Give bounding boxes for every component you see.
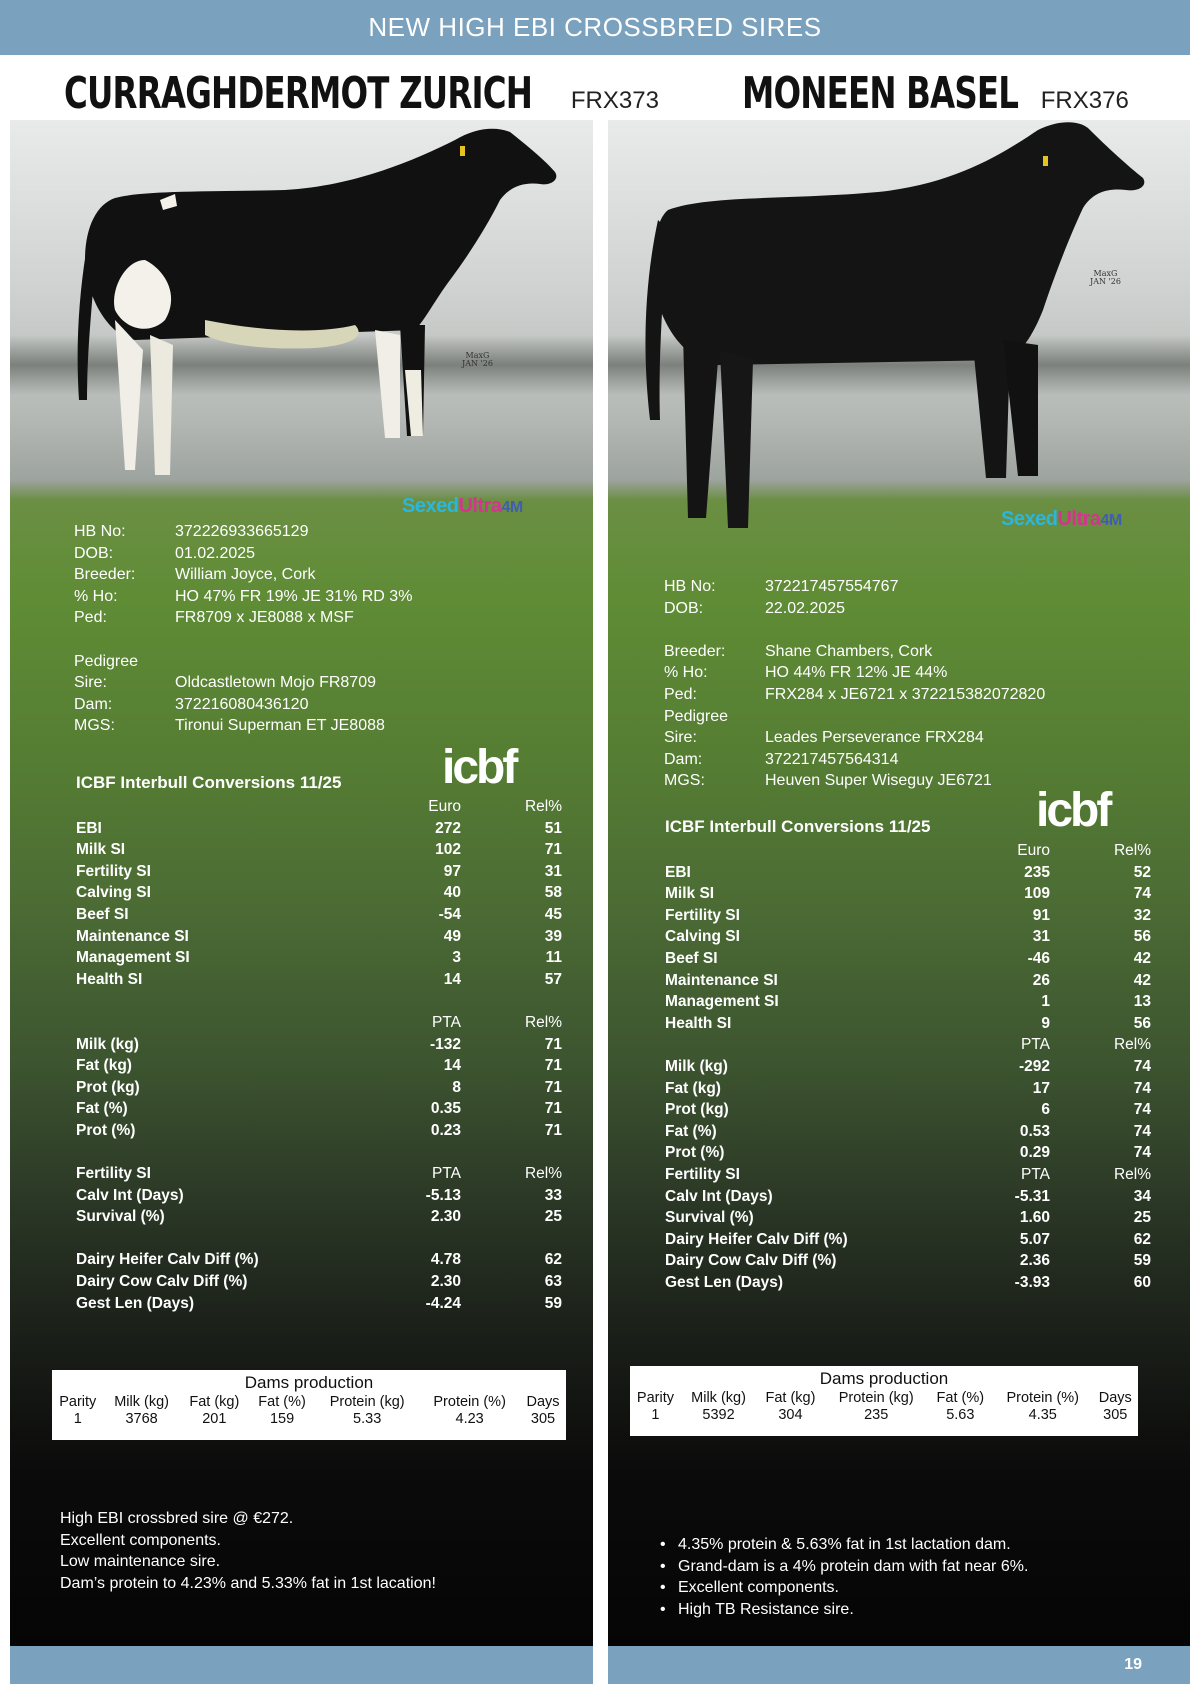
stat-row: Milk SI 102 71 (76, 841, 562, 859)
icbf-stats: ICBF Interbull Conversions 11/25 Euro Rel… (76, 769, 562, 1314)
note-item: High TB Resistance sire. (658, 1599, 1028, 1621)
photographer-mark: MaxG JAN '26 (1090, 269, 1121, 286)
stat-row: Fat (kg) 14 71 (76, 1057, 562, 1075)
stat-row: Survival (%) 1.60 25 (665, 1209, 1151, 1227)
stat-row: EBI 235 52 (665, 863, 1151, 881)
info-row: HB No: 372226933665129 (74, 523, 309, 540)
dams-production-table: Dams production Parity Milk (kg) Fat (kg) P… (630, 1366, 1138, 1436)
note-item: Grand-dam is a 4% protein dam with fat n… (658, 1556, 1028, 1578)
stat-row: Calv Int (Days) -5.13 33 (76, 1186, 562, 1204)
pedigree-row: Sire: Leades Perseverance FRX284 (664, 729, 984, 747)
stat-row: Gest Len (Days) -4.24 59 (76, 1294, 562, 1312)
sire-title-left: CURRAGHDERMOT ZURICH FRX373 (64, 68, 659, 119)
info-row: HB No: 372217457554767 (664, 578, 899, 595)
stat-row: Fat (%) 0.53 74 (665, 1122, 1151, 1140)
icbf-logo: icbf (1036, 784, 1112, 837)
info-row: DOB: 22.02.2025 (664, 599, 846, 617)
stat-row: Fat (%) 0.35 71 (76, 1100, 562, 1118)
pedigree-row: MGS: Heuven Super Wiseguy JE6721 (664, 772, 992, 790)
sexed-ultra-logo: SexedUltra4M (402, 495, 523, 517)
info-row: DOB: 01.02.2025 (74, 544, 256, 562)
stat-row: Calving SI 40 58 (76, 884, 562, 902)
sexed-ultra-logo: SexedUltra4M (1001, 508, 1122, 530)
photographer-mark: MaxG JAN '26 (462, 351, 493, 368)
stat-row: Milk SI 109 74 (665, 885, 1151, 903)
pedigree-row: Dam: 372217457564314 (664, 750, 899, 768)
stat-row: Prot (kg) 8 71 (76, 1078, 562, 1096)
cow-photo-basel (645, 122, 1145, 528)
sire-panel-right: MaxG JAN '26 SexedUltra4M HB No: 372217457… (608, 120, 1190, 1646)
conversions-title: ICBF Interbull Conversions 11/25 (665, 817, 931, 836)
footer-band-left (10, 1646, 593, 1684)
pedigree-row: Dam: 372216080436120 (74, 695, 309, 713)
sire-code: FRX376 (1040, 87, 1129, 114)
page-number: 19 (1124, 1656, 1142, 1673)
conversions-title: ICBF Interbull Conversions 11/25 (76, 773, 342, 792)
sire-name: MONEEN BASEL (742, 68, 1019, 119)
stat-row: Maintenance SI 26 42 (665, 971, 1151, 989)
stat-row: Dairy Cow Calv Diff (%) 2.30 63 (76, 1273, 562, 1291)
sire-panel-left: MaxG JAN '26 SexedUltra4M HB No: 372226933… (10, 120, 593, 1646)
stat-row: Prot (%) 0.29 74 (665, 1144, 1151, 1162)
stat-row: Survival (%) 2.30 25 (76, 1208, 562, 1226)
animal-info: HB No: 372217457554767 DOB: 22.02.2025 Bre… (664, 576, 1045, 792)
info-row: Ped: FRX284 x JE6721 x 372215382072820 (664, 685, 1046, 703)
info-row: % Ho: HO 47% FR 19% JE 31% RD 3% (74, 587, 413, 605)
stat-row: Management SI 3 11 (76, 949, 562, 967)
stat-row: Calving SI 31 56 (665, 928, 1151, 946)
stat-row: Beef SI -46 42 (665, 949, 1151, 967)
stat-row: Health SI 14 57 (76, 970, 562, 988)
info-row: % Ho: HO 44% FR 12% JE 44% (664, 664, 948, 682)
stat-row: Maintenance SI 49 39 (76, 927, 562, 945)
stat-row: EBI 272 51 (76, 819, 562, 837)
stat-row: Prot (kg) 6 74 (665, 1101, 1151, 1119)
stat-row: Gest Len (Days) -3.93 60 (665, 1273, 1151, 1291)
stat-row: Health SI 9 56 (665, 1014, 1151, 1032)
sire-code: FRX373 (570, 87, 659, 114)
page-banner: NEW HIGH EBI CROSSBRED SIRES (0, 0, 1190, 55)
info-row: Breeder: Shane Chambers, Cork (664, 642, 933, 660)
sire-notes: 4.35% protein & 5.63% fat in 1st lactati… (658, 1534, 1028, 1620)
note-item: 4.35% protein & 5.63% fat in 1st lactati… (658, 1534, 1028, 1556)
stat-row: Fat (kg) 17 74 (665, 1079, 1151, 1097)
dams-production-table: Dams production Parity Milk (kg) Fat (kg) F… (52, 1370, 566, 1440)
stat-row: Fertility SI 97 31 (76, 862, 562, 880)
note-item: Excellent components. (658, 1577, 1028, 1599)
stat-row: Calv Int (Days) -5.31 34 (665, 1187, 1151, 1205)
stat-row: Dairy Cow Calv Diff (%) 2.36 59 (665, 1252, 1151, 1270)
pedigree-row: Sire: Oldcastletown Mojo FR8709 (74, 674, 376, 692)
stat-row: Milk (kg) -292 74 (665, 1057, 1151, 1075)
stat-row: Milk (kg) -132 71 (76, 1035, 562, 1053)
sire-name: CURRAGHDERMOT ZURICH (64, 68, 533, 119)
icbf-stats: ICBF Interbull Conversions 11/25 Euro Rel… (665, 813, 1151, 1293)
icbf-logo: icbf (442, 741, 518, 794)
stat-row: Management SI 1 13 (665, 993, 1151, 1011)
pedigree-label: Pedigree (74, 652, 139, 670)
stat-row: Beef SI -54 45 (76, 905, 562, 923)
stat-row: Prot (%) 0.23 71 (76, 1121, 562, 1139)
cow-photo-zurich (77, 128, 557, 475)
sire-title-right: MONEEN BASEL FRX376 (742, 68, 1129, 119)
stat-row: Dairy Heifer Calv Diff (%) 4.78 62 (76, 1251, 562, 1269)
stat-row: Fertility SI 91 32 (665, 906, 1151, 924)
pedigree-label: Pedigree (664, 707, 729, 725)
info-row: Breeder: William Joyce, Cork (74, 566, 316, 584)
footer-band-right (608, 1646, 1190, 1684)
pedigree-row: MGS: Tironui Superman ET JE8088 (74, 717, 385, 735)
animal-info: HB No: 372226933665129 DOB: 01.02.2025 Bre… (74, 521, 412, 737)
sire-notes: High EBI crossbred sire @ €272. Excellen… (60, 1510, 436, 1592)
info-row: Ped: FR8709 x JE8088 x MSF (74, 609, 354, 627)
stat-row: Dairy Heifer Calv Diff (%) 5.07 62 (665, 1230, 1151, 1248)
